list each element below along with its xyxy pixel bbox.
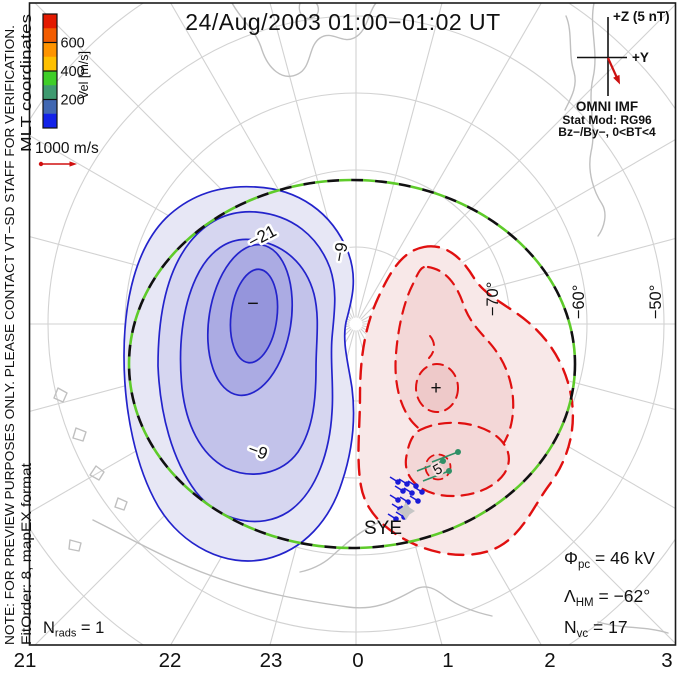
colorbar-tick-400: 400 bbox=[61, 64, 85, 80]
colorbar-segment bbox=[43, 85, 57, 100]
grid-mlt-meridian bbox=[355, 3, 542, 325]
plot-frame bbox=[28, 2, 677, 646]
mlt-axis-labels: 21 22 23 0 1 2 3 bbox=[14, 649, 673, 672]
velocity-colorbar: 600 400 200 Vel [m/s] bbox=[42, 13, 91, 129]
negative-cell-minimum-marker: − bbox=[247, 293, 259, 315]
colorbar-axis-label: Vel [m/s] bbox=[77, 51, 91, 99]
radar-station-marker bbox=[397, 502, 415, 520]
positive-cell-maximum-marker: + bbox=[430, 378, 441, 399]
stat-n-vc: Nvc = 17 bbox=[564, 617, 628, 640]
vector-dot-medium bbox=[446, 468, 452, 474]
positive-potential-cell-contours bbox=[357, 245, 574, 556]
imf-vector-arrow bbox=[606, 57, 619, 80]
colorbar-segment bbox=[43, 56, 57, 72]
colorbar-border bbox=[42, 13, 58, 129]
flow-scale-label: 1000 m/s bbox=[35, 140, 99, 157]
vector-dot-medium bbox=[455, 449, 461, 455]
imf-dial: +Z (5 nT) +Y OMNI IMF Stat Mod: RG96 Bz−… bbox=[558, 9, 669, 139]
stats-block: Φpc = 46 kV ΛHM = −62° Nvc = 17 bbox=[564, 548, 655, 640]
magnetic-pole-marker bbox=[349, 317, 363, 331]
vector-dot-low bbox=[404, 481, 410, 487]
mlt-hour-label: 1 bbox=[442, 649, 453, 672]
lat-label-50: −50° bbox=[647, 285, 665, 320]
vector-tail bbox=[431, 451, 459, 463]
imf-z-label: +Z (5 nT) bbox=[613, 9, 670, 24]
mlt-hour-label: 22 bbox=[159, 649, 182, 672]
mlt-hour-label: 2 bbox=[544, 649, 555, 672]
mlt-hour-label: 21 bbox=[14, 649, 37, 672]
mlt-hour-label: 3 bbox=[661, 649, 672, 672]
vector-dot-low bbox=[393, 516, 399, 522]
heppner-maynard-boundary bbox=[127, 178, 577, 550]
flow-scale-dot bbox=[38, 161, 44, 167]
imf-condition-label: Bz−/By−, 0<BT<4 bbox=[558, 125, 656, 139]
imf-vector-arrowhead bbox=[613, 74, 620, 85]
vector-tail bbox=[422, 470, 450, 482]
flow-scale-arrowhead bbox=[69, 161, 77, 167]
imf-y-label: +Y bbox=[632, 50, 649, 65]
fit-order-label: FitOrder: 8, mapEX format bbox=[18, 463, 34, 645]
colorbar-tick-200: 200 bbox=[61, 93, 85, 109]
lat-label-60: −60° bbox=[570, 285, 588, 320]
colorbar-segment bbox=[43, 14, 57, 29]
stat-phi-pc: Φpc = 46 kV bbox=[564, 548, 655, 571]
colorbar-segment bbox=[43, 71, 57, 86]
mlt-hour-label: 0 bbox=[352, 649, 363, 672]
vector-dot-low bbox=[419, 489, 425, 495]
lat-label-70: −70° bbox=[484, 282, 502, 317]
vector-dot-low bbox=[395, 497, 401, 503]
stat-lambda-hm: ΛHM = −62° bbox=[564, 586, 650, 609]
vector-dot-low bbox=[409, 490, 415, 496]
imf-source-label: OMNI IMF bbox=[576, 99, 638, 114]
colorbar-segment bbox=[43, 113, 57, 129]
imf-model-label: Stat Mod: RG96 bbox=[562, 113, 652, 127]
vector-dot-low bbox=[415, 498, 421, 504]
preview-note-text: NOTE: FOR PREVIEW PURPOSES ONLY. PLEASE … bbox=[2, 25, 17, 645]
vector-dot-low bbox=[395, 479, 401, 485]
colorbar-segment bbox=[43, 28, 57, 43]
colorbar-tick-600: 600 bbox=[61, 36, 85, 52]
mlt-hour-label: 23 bbox=[260, 649, 283, 672]
colorbar-segment bbox=[43, 42, 57, 58]
contour-label-minus9-top: −9 bbox=[329, 241, 351, 263]
station-label: SYE bbox=[364, 518, 402, 539]
colorbar-segment bbox=[43, 99, 57, 115]
vector-dot-medium bbox=[440, 458, 446, 464]
vector-tail bbox=[416, 460, 444, 472]
colorbar-segments bbox=[43, 14, 57, 129]
flow-scale: 1000 m/s bbox=[35, 140, 99, 167]
stat-n-rads: Nrads = 1 bbox=[43, 619, 104, 640]
coordinate-system-label: MLT coordinates bbox=[18, 14, 35, 152]
grid-mlt-meridian bbox=[355, 3, 443, 325]
negative-potential-cell-contours bbox=[123, 185, 355, 562]
plot-title: 24/Aug/2003 01:00−01:02 UT bbox=[185, 9, 500, 35]
vector-dot-low bbox=[400, 488, 406, 494]
